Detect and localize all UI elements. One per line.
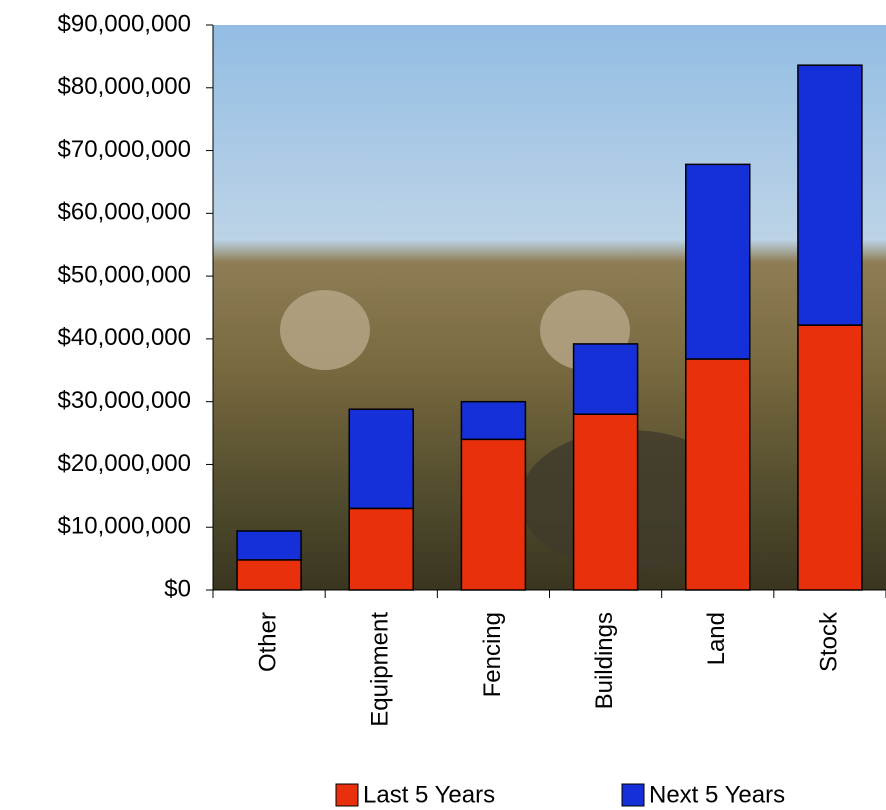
bar-segment (348, 507, 414, 591)
y-tick-label: $90,000,000 (58, 10, 191, 37)
bar-segment (797, 324, 863, 591)
bar-segment (460, 400, 527, 441)
y-tick-label: $60,000,000 (58, 199, 191, 226)
x-tick-label: Land (703, 612, 730, 665)
y-tick-label: $20,000,000 (58, 450, 191, 477)
bar-segment (685, 358, 751, 591)
bar-segment (685, 163, 751, 360)
x-tick-label: Buildings (591, 612, 618, 709)
x-tick-label: Other (254, 612, 281, 672)
legend-swatch (621, 783, 645, 807)
bar-segment (236, 559, 302, 591)
legend-swatch (335, 783, 359, 807)
bar-segment (572, 343, 639, 415)
x-tick-label: Stock (815, 611, 842, 672)
bar-segment (348, 408, 414, 510)
bar-segment (797, 64, 863, 326)
y-tick-label: $30,000,000 (58, 387, 191, 414)
y-tick-label: $80,000,000 (58, 73, 191, 100)
y-tick-label: $40,000,000 (58, 324, 191, 351)
legend-label: Last 5 Years (363, 781, 495, 808)
bar-segment (572, 413, 639, 591)
legend-label: Next 5 Years (649, 781, 785, 808)
x-tick-label: Fencing (479, 612, 506, 697)
bar-segment (460, 438, 527, 591)
y-tick-label: $0 (164, 575, 191, 602)
deer (280, 290, 370, 370)
y-tick-label: $50,000,000 (58, 261, 191, 288)
y-tick-label: $10,000,000 (58, 513, 191, 540)
x-tick-label: Equipment (367, 612, 394, 727)
legend: Last 5 Years Next 5 Years (335, 781, 785, 808)
bar-segment (236, 530, 302, 561)
y-tick-label: $70,000,000 (58, 136, 191, 163)
